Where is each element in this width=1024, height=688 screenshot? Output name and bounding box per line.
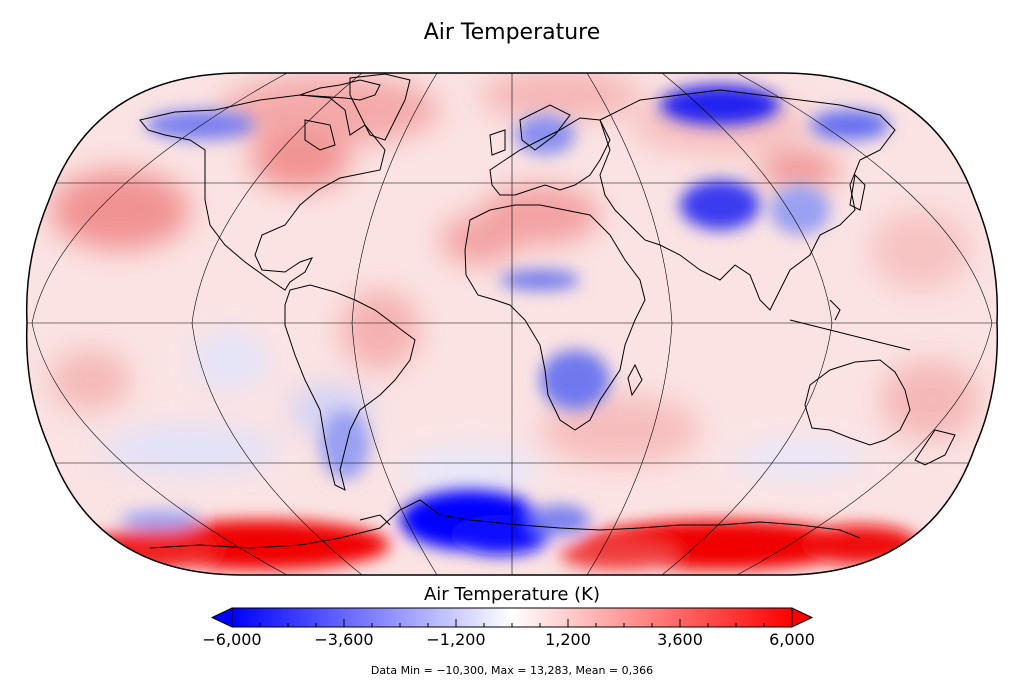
data-statistics: Data Min = −10,300, Max = 13,283, Mean =… — [370, 664, 654, 677]
colorbar-tick-label: −3,600 — [314, 630, 374, 649]
colorbar — [210, 607, 814, 628]
globe-outline — [25, 72, 999, 576]
colorbar-max-arrow — [791, 607, 814, 628]
colorbar-tick-label: 1,200 — [545, 630, 591, 649]
temperature-field — [26, 73, 998, 575]
graticule — [26, 73, 998, 575]
coastlines — [139, 73, 956, 549]
colorbar-min-arrow — [210, 607, 233, 628]
colorbar-tick-label: −1,200 — [426, 630, 486, 649]
colorbar-tick-label: 6,000 — [769, 630, 815, 649]
colorbar-tick-label: −6,000 — [202, 630, 262, 649]
map-title: Air Temperature — [423, 20, 601, 45]
colorbar-tick-label: 3,600 — [657, 630, 703, 649]
colorbar-title: Air Temperature (K) — [423, 584, 601, 605]
